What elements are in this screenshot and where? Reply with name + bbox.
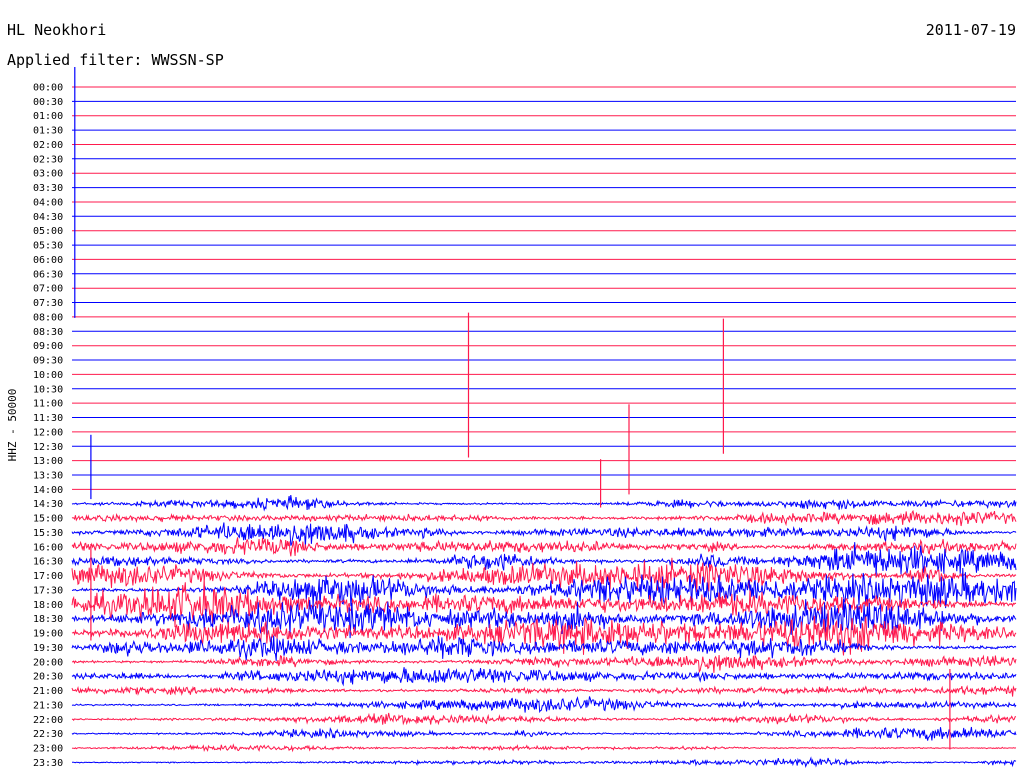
- record-date: 2011-07-19: [925, 21, 1016, 39]
- trace-1600: [71, 537, 1017, 557]
- trace-1930: [71, 635, 1017, 661]
- time-tick-1930: 19:30: [33, 643, 63, 654]
- trace-2130: [71, 696, 1017, 714]
- time-tick-0200: 02:00: [33, 140, 63, 151]
- time-tick-0800: 08:00: [33, 312, 63, 323]
- time-tick-1230: 12:30: [33, 442, 63, 453]
- time-tick-1600: 16:00: [33, 542, 63, 553]
- time-tick-0100: 01:00: [33, 111, 63, 122]
- time-tick-1400: 14:00: [33, 485, 63, 496]
- time-tick-1200: 12:00: [33, 427, 63, 438]
- trace-1900: [71, 609, 1017, 656]
- time-tick-0130: 01:30: [33, 126, 63, 137]
- time-tick-2230: 22:30: [33, 729, 63, 740]
- time-tick-1130: 11:30: [33, 413, 63, 424]
- time-tick-0400: 04:00: [33, 197, 63, 208]
- time-tick-0830: 08:30: [33, 327, 63, 338]
- time-tick-1430: 14:30: [33, 499, 63, 510]
- filter-info: Applied filter: WWSSN-SP: [7, 51, 224, 69]
- time-tick-1700: 17:00: [33, 571, 63, 582]
- time-tick-2300: 23:00: [33, 744, 63, 755]
- time-tick-0730: 07:30: [33, 298, 63, 309]
- time-tick-0000: 00:00: [33, 83, 63, 94]
- time-tick-0900: 09:00: [33, 341, 63, 352]
- time-tick-1730: 17:30: [33, 585, 63, 596]
- time-tick-1300: 13:00: [33, 456, 63, 467]
- time-tick-1000: 10:00: [33, 370, 63, 381]
- trace-1430: [71, 495, 1017, 512]
- time-tick-2030: 20:30: [33, 672, 63, 683]
- time-tick-1500: 15:00: [33, 514, 63, 525]
- time-tick-1030: 10:30: [33, 384, 63, 395]
- time-tick-2130: 21:30: [33, 700, 63, 711]
- time-tick-0230: 02:30: [33, 154, 63, 165]
- time-tick-1630: 16:30: [33, 557, 63, 568]
- time-tick-0500: 05:00: [33, 226, 63, 237]
- time-tick-0530: 05:30: [33, 241, 63, 252]
- time-tick-0630: 06:30: [33, 269, 63, 280]
- time-tick-0030: 00:30: [33, 97, 63, 108]
- trace-1630: [71, 542, 1017, 577]
- trace-2030: [71, 667, 1017, 687]
- time-tick-2200: 22:00: [33, 715, 63, 726]
- time-tick-1330: 13:30: [33, 470, 63, 481]
- time-tick-1800: 18:00: [33, 600, 63, 611]
- time-tick-0300: 03:00: [33, 169, 63, 180]
- trace-2200: [71, 712, 1017, 726]
- trace-2230: [71, 726, 1017, 741]
- trace-2300: [71, 743, 1017, 753]
- trace-2330: [72, 756, 1017, 769]
- time-tick-2100: 21:00: [33, 686, 63, 697]
- time-tick-1830: 18:30: [33, 614, 63, 625]
- time-tick-0700: 07:00: [33, 284, 63, 295]
- trace-1530: [71, 522, 1017, 547]
- time-tick-2330: 23:30: [33, 758, 63, 769]
- trace-1730: [71, 567, 1017, 610]
- station-name: HL Neokhori: [7, 21, 107, 39]
- time-tick-0600: 06:00: [33, 255, 63, 266]
- time-tick-2000: 20:00: [33, 657, 63, 668]
- trace-2100: [71, 684, 1017, 697]
- trace-1700: [71, 557, 1017, 593]
- time-tick-1900: 19:00: [33, 629, 63, 640]
- time-tick-1530: 15:30: [33, 528, 63, 539]
- trace-1500: [71, 509, 1017, 527]
- time-tick-0330: 03:30: [33, 183, 63, 194]
- trace-1830: [71, 599, 1017, 639]
- time-tick-labels: 00:00 00:30 01:00 01:30 02:00 02:30 03:00 03:30…: [33, 83, 63, 769]
- time-tick-0430: 04:30: [33, 212, 63, 223]
- time-tick-0930: 09:30: [33, 356, 63, 367]
- time-tick-1100: 11:00: [33, 399, 63, 410]
- y-axis-label: HHZ - 50000: [6, 389, 19, 462]
- y-axis-label-group: HHZ - 50000: [6, 389, 19, 462]
- trace-2000: [71, 654, 1017, 674]
- seismic-traces: [71, 67, 1017, 769]
